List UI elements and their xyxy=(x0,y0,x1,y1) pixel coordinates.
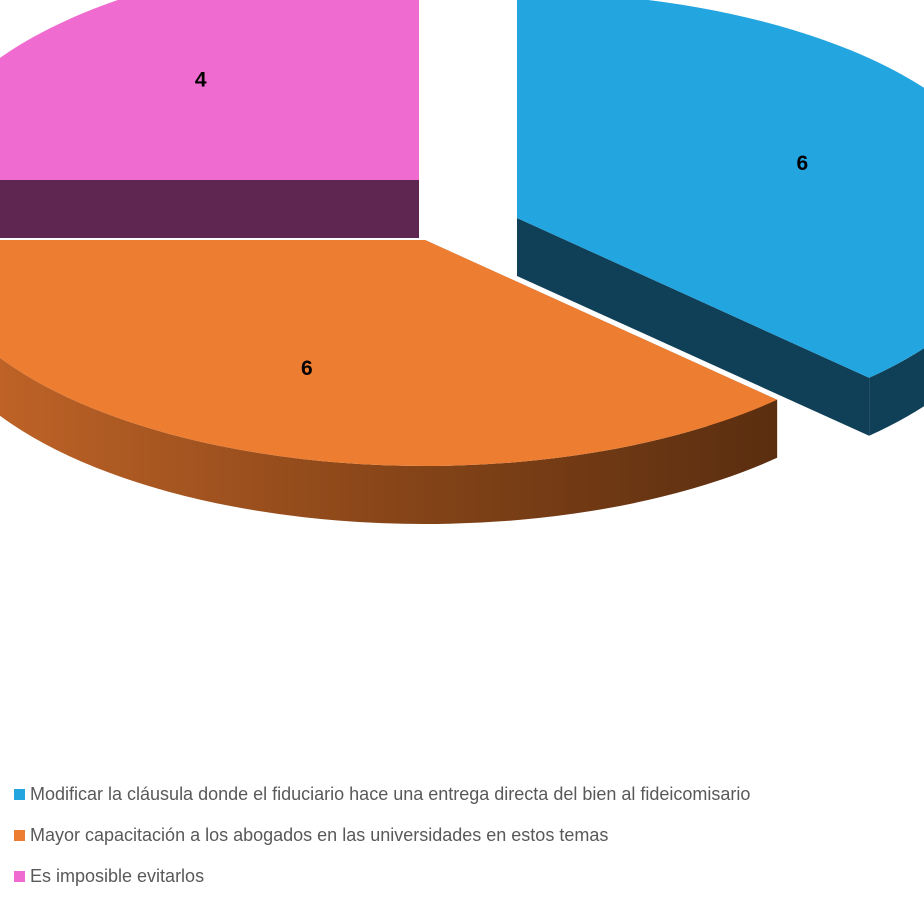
pie-slice-cut-face xyxy=(0,180,419,238)
pie-slice-top xyxy=(517,0,924,378)
pie-slice xyxy=(517,0,924,436)
legend-item: Modificar la cláusula donde el fiduciari… xyxy=(14,783,750,805)
data-label: 4 xyxy=(195,68,207,91)
legend-swatch xyxy=(14,829,25,841)
legend-label: Es imposible evitarlos xyxy=(30,865,205,886)
legend-swatch xyxy=(14,788,25,800)
data-label: 6 xyxy=(796,152,808,175)
pie-slice-outer-wall xyxy=(0,357,778,524)
pie-slice-outer-wall xyxy=(869,348,924,436)
legend-item: Es imposible evitarlos xyxy=(14,865,750,887)
pie-slice-top xyxy=(0,240,778,466)
legend-item: Mayor capacitación a los abogados en las… xyxy=(14,824,750,846)
pie-slice-cut-face xyxy=(517,218,870,436)
pie-chart: 4 6 6 xyxy=(0,0,924,524)
legend-swatch xyxy=(14,870,25,882)
legend: Modificar la cláusula donde el fiduciari… xyxy=(14,783,750,906)
pie-slice xyxy=(0,240,778,524)
pie-slice-top xyxy=(0,0,419,180)
data-label: 6 xyxy=(301,357,313,380)
legend-label: Modificar la cláusula donde el fiduciari… xyxy=(30,783,751,804)
pie-slice xyxy=(0,0,419,238)
legend-label: Mayor capacitación a los abogados en las… xyxy=(30,824,609,845)
